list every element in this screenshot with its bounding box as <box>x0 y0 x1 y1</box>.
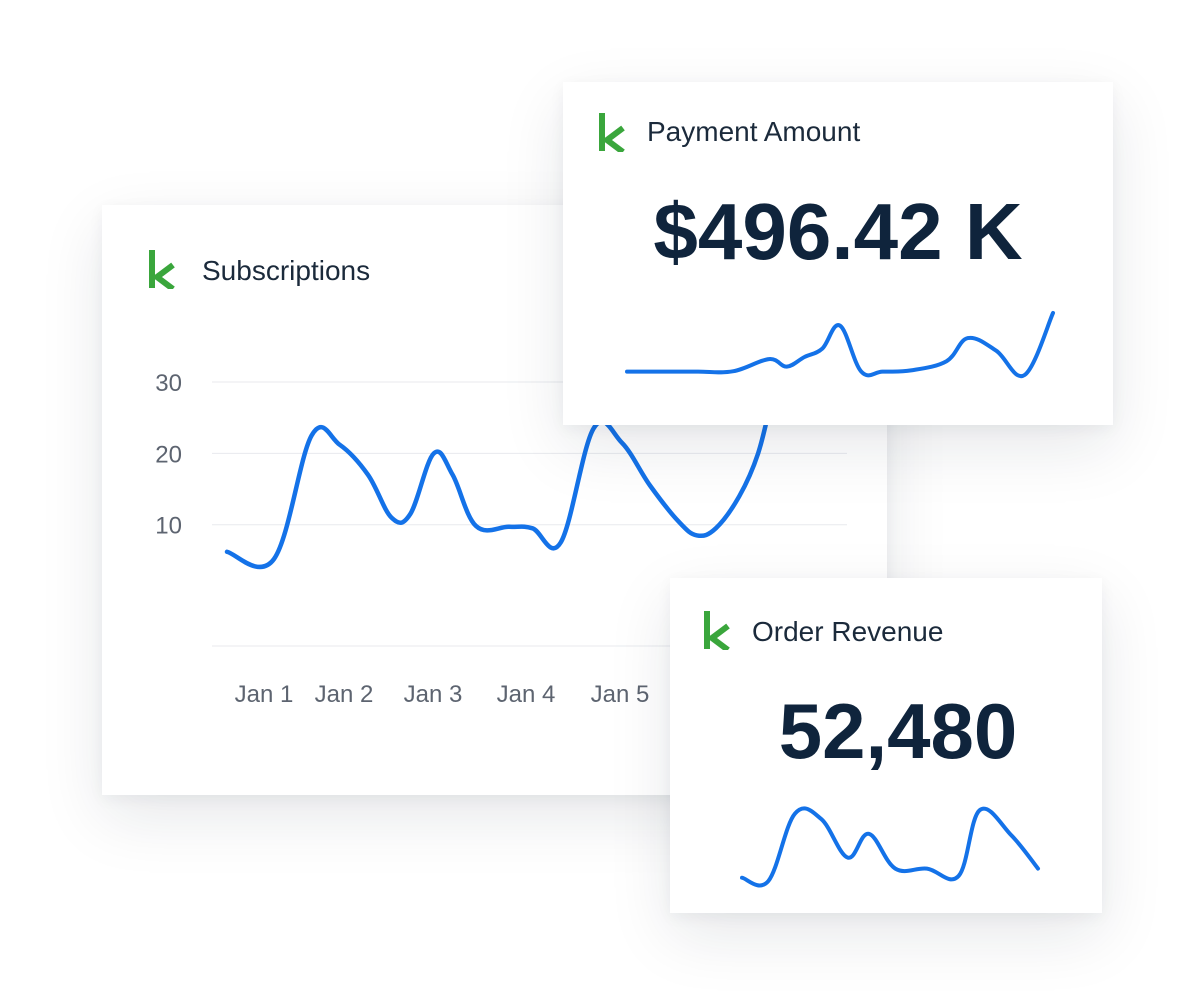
order-revenue-title: Order Revenue <box>752 616 944 647</box>
x-tick-label: Jan 3 <box>404 681 463 708</box>
payment-amount-card[interactable]: Payment Amount $496.42 K <box>563 82 1113 425</box>
x-tick-label: Jan 1 <box>235 681 294 708</box>
subscriptions-line-chart: 10 20 30 Jan 1 Jan 2 Jan 3 Jan 4 Jan 5 <box>155 370 847 708</box>
klipfolio-logo-icon <box>149 250 175 289</box>
y-tick-label: 20 <box>155 441 182 468</box>
y-tick-label: 10 <box>155 513 182 540</box>
subscriptions-title: Subscriptions <box>202 255 371 286</box>
payment-amount-title: Payment Amount <box>647 116 861 147</box>
x-tick-label: Jan 2 <box>315 681 374 708</box>
payment-amount-value: $496.42 K <box>653 187 1023 276</box>
y-tick-label: 30 <box>155 370 182 397</box>
klipfolio-logo-icon <box>599 113 625 152</box>
order-revenue-sparkline-line <box>740 806 1040 888</box>
x-tick-label: Jan 4 <box>497 681 556 708</box>
order-revenue-sparkline <box>740 806 1040 888</box>
x-tick-label: Jan 5 <box>591 681 650 708</box>
payment-amount-sparkline <box>625 311 1055 379</box>
klipfolio-logo-icon <box>704 611 730 650</box>
order-revenue-value: 52,480 <box>778 687 1018 775</box>
payment-amount-sparkline-line <box>625 311 1055 379</box>
order-revenue-card[interactable]: Order Revenue 52,480 <box>670 578 1102 913</box>
subscriptions-series-line <box>224 394 775 569</box>
